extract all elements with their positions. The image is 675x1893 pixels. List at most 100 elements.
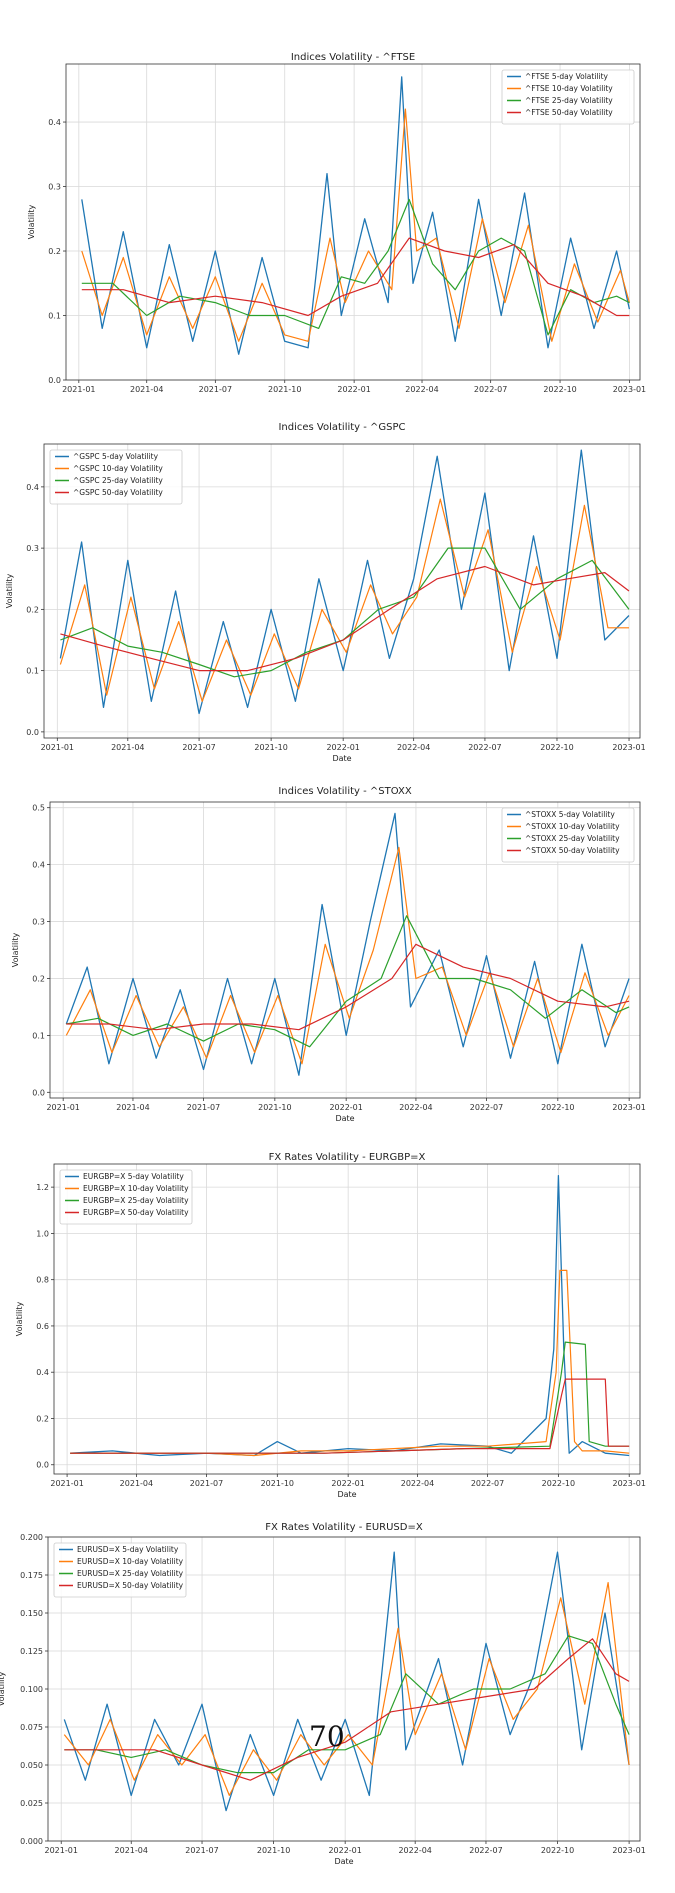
x-tick-label: 2021-07 — [199, 385, 232, 394]
x-tick-label: 2021-04 — [130, 385, 163, 394]
y-tick-label: 0.3 — [26, 544, 39, 553]
x-tick-label: 2021-01 — [41, 743, 74, 752]
legend-box — [501, 69, 635, 125]
x-tick-label: 2021-07 — [187, 1103, 220, 1112]
series-line-3 — [66, 915, 630, 1048]
x-tick-label: 2021-07 — [185, 1846, 218, 1855]
x-tick-label: 2022-01 — [329, 1103, 362, 1112]
y-tick-label: 1.0 — [36, 1229, 49, 1238]
y-tick-label: 1.2 — [36, 1183, 49, 1192]
chart-panel-4: FX Rates Volatility - EURGBP=X 2021-01 202… — [15, 1152, 646, 1499]
x-tick-label: 2022-04 — [398, 1846, 431, 1855]
x-tick-label: 2022-10 — [540, 743, 573, 752]
legend-box — [49, 449, 183, 505]
series-line-2 — [59, 498, 629, 702]
page-number: 70 — [309, 1720, 345, 1753]
x-tick-label: 2021-01 — [46, 1103, 79, 1112]
series-line-4 — [70, 1378, 630, 1454]
y-axis-label: Volatility — [11, 932, 20, 967]
legend-label: ^GSPC 25-day Volatility — [73, 476, 163, 485]
x-tick-label: 2021-07 — [182, 743, 215, 752]
plot-frame — [47, 1536, 641, 1842]
chart-panel-1: Indices Volatility - ^FTSE 2021-01 2021-04… — [27, 52, 646, 394]
x-tick-label: 2022-10 — [541, 1846, 574, 1855]
legend-label: ^STOXX 25-day Volatility — [525, 834, 620, 843]
legend-label: ^GSPC 50-day Volatility — [73, 488, 163, 497]
y-tick-label: 0.0 — [26, 728, 39, 737]
series-line-2 — [70, 1269, 630, 1457]
y-tick-label: 0.175 — [20, 1571, 43, 1580]
legend-box — [53, 1542, 187, 1598]
x-tick-label: 2021-04 — [111, 743, 144, 752]
x-axis-label: Date — [335, 1114, 354, 1123]
series-line-3 — [70, 1341, 630, 1454]
y-axis-label: Volatility — [15, 1301, 24, 1336]
x-tick-label: 2022-01 — [328, 1846, 361, 1855]
x-tick-label: 2021-10 — [268, 385, 301, 394]
y-tick-label: 0.6 — [36, 1322, 49, 1331]
y-tick-label: 0.125 — [20, 1647, 43, 1656]
series-line-1 — [81, 76, 631, 355]
plot-frame — [49, 801, 641, 1099]
series-line-4 — [64, 1638, 630, 1781]
y-tick-label: 0.1 — [26, 667, 39, 676]
plot-frame — [65, 63, 641, 381]
x-tick-label: 2022-10 — [542, 1479, 575, 1488]
chart-title: FX Rates Volatility - EURUSD=X — [265, 1522, 423, 1533]
chart-panel-2: Indices Volatility - ^GSPC 2021-01 2021-04… — [5, 422, 646, 763]
series-line-1 — [65, 812, 630, 1076]
x-tick-label: 2021-01 — [45, 1846, 78, 1855]
series-line-4 — [66, 943, 630, 1031]
y-tick-label: 0.1 — [32, 1031, 45, 1040]
y-axis-label: Volatility — [5, 573, 14, 608]
y-tick-label: 0.2 — [48, 247, 61, 256]
x-tick-label: 2022-10 — [541, 1103, 574, 1112]
x-tick-label: 2023-01 — [612, 743, 645, 752]
x-tick-label: 2021-10 — [258, 1103, 291, 1112]
series-line-3 — [81, 198, 630, 336]
legend: EURUSD=X 5-day Volatility EURUSD=X 10-day… — [53, 1542, 187, 1598]
series-line-3 — [64, 1635, 630, 1774]
x-tick-label: 2023-01 — [612, 1846, 645, 1855]
x-tick-label: 2021-01 — [62, 385, 95, 394]
y-tick-label: 0.000 — [20, 1837, 43, 1846]
x-tick-label: 2021-07 — [190, 1479, 223, 1488]
y-tick-label: 0.075 — [20, 1723, 43, 1732]
legend-label: ^FTSE 10-day Volatility — [525, 84, 613, 93]
x-tick-label: 2022-07 — [469, 1846, 502, 1855]
legend-label: EURGBP=X 10-day Volatility — [83, 1184, 189, 1193]
y-tick-label: 0.4 — [48, 118, 61, 127]
x-tick-label: 2021-10 — [257, 1846, 290, 1855]
legend-label: ^STOXX 50-day Volatility — [525, 846, 620, 855]
legend-label: ^FTSE 5-day Volatility — [525, 72, 609, 81]
x-tick-label: 2023-01 — [613, 385, 646, 394]
x-tick-label: 2023-01 — [613, 1479, 646, 1488]
legend-box — [59, 1169, 193, 1225]
x-tick-label: 2022-01 — [331, 1479, 364, 1488]
x-tick-label: 2022-07 — [470, 1103, 503, 1112]
y-tick-label: 0.150 — [20, 1609, 43, 1618]
x-tick-label: 2022-04 — [401, 1479, 434, 1488]
legend-box — [501, 807, 635, 863]
chart-title: Indices Volatility - ^FTSE — [291, 52, 415, 63]
y-axis-label: Volatility — [0, 1671, 6, 1706]
legend: ^FTSE 5-day Volatility ^FTSE 10-day Volat… — [501, 69, 635, 125]
y-tick-label: 0.200 — [20, 1533, 43, 1542]
x-tick-label: 2021-01 — [50, 1479, 83, 1488]
legend-label: EURGBP=X 5-day Volatility — [83, 1172, 184, 1181]
y-tick-label: 0.3 — [48, 183, 61, 192]
chart-panel-3: Indices Volatility - ^STOXX 2021-01 2021-0… — [11, 786, 646, 1123]
chart-title: FX Rates Volatility - EURGBP=X — [269, 1152, 426, 1163]
series-line-2 — [63, 1582, 630, 1796]
x-tick-label: 2022-01 — [337, 385, 370, 394]
x-axis-label: Date — [337, 1490, 356, 1499]
y-tick-label: 0.8 — [36, 1276, 49, 1285]
y-tick-label: 0.050 — [20, 1761, 43, 1770]
legend-label: EURUSD=X 5-day Volatility — [77, 1545, 179, 1554]
plot-frame — [43, 443, 641, 739]
y-axis-label: Volatility — [27, 204, 36, 239]
x-tick-label: 2022-04 — [405, 385, 438, 394]
x-tick-label: 2021-04 — [116, 1103, 149, 1112]
x-tick-label: 2022-07 — [474, 385, 507, 394]
